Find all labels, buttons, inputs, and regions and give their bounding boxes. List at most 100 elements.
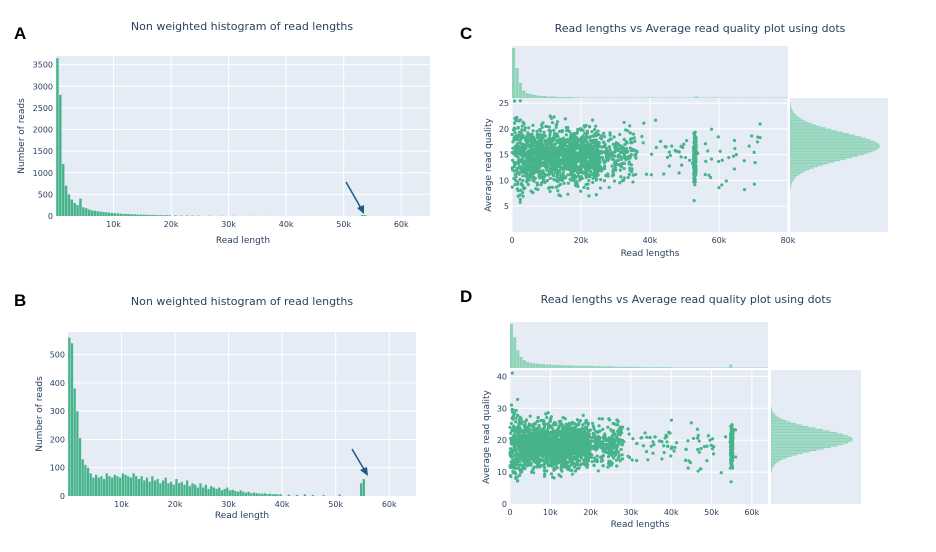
- histogram-bar: [179, 215, 183, 216]
- marginal-y-bar: [771, 466, 774, 468]
- scatter-point: [556, 170, 560, 174]
- marginal-x-bar: [635, 366, 639, 368]
- scatter-point: [548, 129, 553, 133]
- panel-a-plot-area: [56, 56, 430, 216]
- scatter-point: [732, 167, 736, 171]
- scatter-point: [626, 454, 630, 458]
- scatter-point: [549, 432, 553, 436]
- marginal-y-bar: [790, 115, 798, 117]
- scatter-point: [586, 439, 590, 443]
- scatter-point: [540, 161, 544, 166]
- marginal-y-bar: [771, 460, 780, 462]
- marginal-x-bar: [694, 96, 698, 98]
- histogram-bar: [159, 215, 163, 216]
- scatter-point: [515, 397, 520, 402]
- histogram-bar: [183, 484, 186, 496]
- scatter-point: [587, 153, 591, 158]
- marginal-x-bar: [577, 97, 581, 98]
- y-tick-label: 3500: [33, 61, 53, 70]
- scatter-point: [622, 166, 626, 171]
- x-tick-label: 0: [507, 508, 512, 517]
- scatter-point: [626, 129, 630, 133]
- histogram-bar: [84, 208, 88, 216]
- marginal-x-bar: [567, 97, 571, 98]
- scatter-point: [731, 154, 736, 158]
- marginal-y-bar: [790, 125, 821, 128]
- scatter-point: [592, 162, 597, 166]
- scatter-point: [530, 447, 534, 451]
- scatter-point: [593, 144, 597, 148]
- scatter-point: [575, 436, 580, 440]
- scatter-point: [586, 165, 590, 169]
- scatter-point: [542, 174, 547, 178]
- scatter-point: [578, 151, 582, 155]
- histogram-bar: [234, 490, 237, 496]
- histogram-bar: [271, 494, 274, 496]
- scatter-point: [554, 125, 558, 130]
- marginal-x-bar: [594, 97, 598, 98]
- marginal-x-bar: [777, 97, 781, 98]
- scatter-point: [575, 418, 579, 422]
- marginal-x-bar: [512, 48, 516, 98]
- histogram-bar: [174, 215, 177, 216]
- scatter-point: [555, 465, 559, 470]
- marginal-y-bar: [771, 406, 772, 408]
- histogram-bar: [59, 94, 62, 216]
- scatter-point: [651, 440, 655, 444]
- scatter-point: [752, 182, 756, 186]
- scatter-point: [539, 159, 543, 163]
- scatter-point: [623, 154, 627, 159]
- marginal-x-bar: [743, 97, 747, 98]
- scatter-point: [628, 131, 633, 135]
- scatter-point: [511, 128, 516, 132]
- scatter-point: [525, 157, 529, 161]
- histogram-bar: [244, 492, 248, 496]
- scatter-point: [527, 126, 531, 130]
- marginal-y-bar: [790, 134, 855, 136]
- panel-d: D Read lengths vs Average read quality p…: [460, 287, 861, 530]
- histogram-bar: [97, 477, 100, 496]
- histogram-bar: [151, 476, 154, 496]
- marginal-y-bar: [790, 133, 850, 135]
- scatter-point: [546, 411, 550, 415]
- scatter-point: [662, 450, 666, 455]
- scatter-point: [556, 426, 561, 430]
- scatter-point: [548, 185, 552, 189]
- marginal-x-bar: [632, 366, 636, 368]
- scatter-point: [591, 176, 595, 180]
- marginal-x-bar: [587, 365, 591, 368]
- histogram-bar: [119, 477, 122, 496]
- scatter-point: [542, 130, 546, 135]
- histogram-bar: [110, 212, 114, 216]
- marginal-x-bar: [549, 96, 554, 98]
- marginal-x-bar: [626, 366, 630, 368]
- histogram-bar: [194, 484, 197, 496]
- scatter-point: [639, 436, 643, 440]
- scatter-point: [536, 135, 540, 140]
- marginal-x-bar: [732, 97, 736, 98]
- scatter-point: [618, 132, 622, 137]
- marginal-y-bar: [790, 136, 861, 138]
- scatter-point: [552, 115, 556, 119]
- scatter-point: [694, 137, 698, 141]
- scatter-point: [531, 428, 536, 432]
- scatter-point: [531, 425, 535, 429]
- scatter-point: [628, 124, 632, 128]
- histogram-bar: [215, 488, 218, 496]
- scatter-point: [510, 455, 514, 459]
- scatter-point: [537, 138, 542, 142]
- scatter-point: [537, 423, 541, 428]
- scatter-point: [600, 456, 604, 460]
- marginal-y-bar: [771, 446, 831, 449]
- marginal-y-bar: [790, 173, 801, 175]
- scatter-point: [547, 443, 551, 447]
- scatter-point: [590, 459, 594, 464]
- marginal-y-bar: [790, 146, 880, 148]
- panel-c-label: C: [460, 24, 472, 43]
- histogram-bar: [250, 493, 253, 496]
- scatter-point: [508, 453, 512, 457]
- scatter-point: [600, 446, 604, 450]
- scatter-point: [596, 469, 600, 473]
- scatter-point: [556, 162, 561, 166]
- marginal-x-bar: [664, 367, 668, 368]
